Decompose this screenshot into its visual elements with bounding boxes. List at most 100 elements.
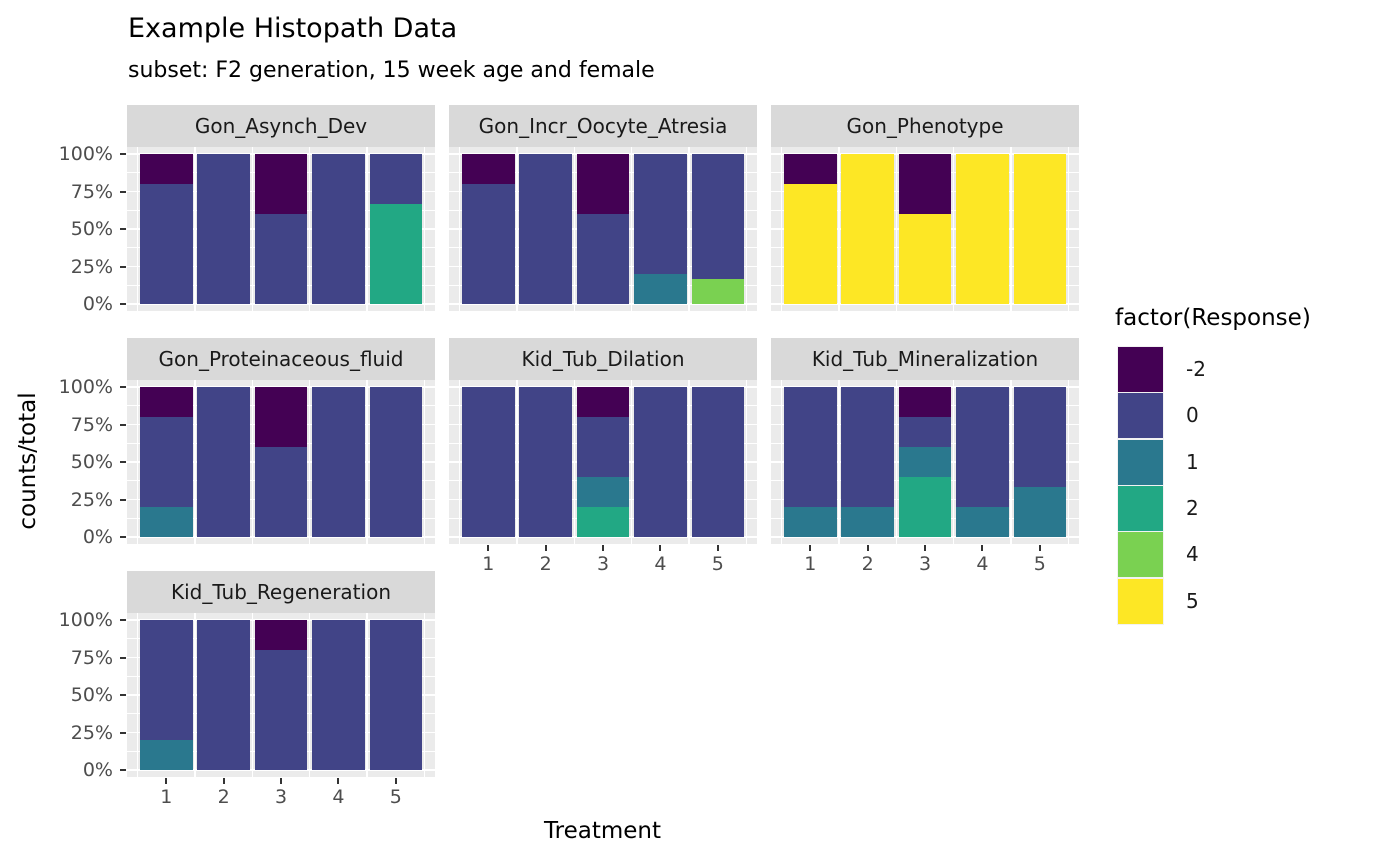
x-tick-mark: [981, 545, 984, 551]
gridline-minor-v: [780, 380, 783, 544]
bar-segment: [519, 387, 572, 537]
legend-swatch: [1118, 532, 1163, 578]
gridline-minor-v: [194, 613, 196, 777]
y-tick-mark: [120, 694, 126, 696]
y-tick-label: 25%: [70, 721, 113, 744]
gridline-minor-v: [251, 147, 253, 311]
y-tick-label: 0%: [82, 526, 113, 548]
facet-strip: Kid_Tub_Mineralization: [771, 338, 1079, 380]
gridline-minor-v: [423, 613, 426, 777]
facet-strip: Gon_Asynch_Dev: [127, 105, 435, 147]
legend-swatch: [1118, 347, 1163, 392]
bar-segment: [898, 447, 952, 477]
facet-panel: [449, 380, 757, 544]
x-tick-label: 1: [160, 786, 173, 808]
gridline-minor-v: [631, 147, 633, 311]
x-tick-label: 3: [918, 553, 932, 575]
x-tick-label: 4: [332, 786, 345, 808]
bar: [369, 154, 422, 304]
bar: [519, 154, 572, 304]
bar-segment: [140, 740, 193, 770]
gridline-minor-v: [745, 147, 748, 311]
gridline-major-h: [127, 536, 435, 538]
gridline-minor-v: [423, 147, 426, 311]
bar-segment: [462, 154, 515, 184]
facet-panel: [771, 380, 1079, 544]
bar-segment: [898, 387, 952, 417]
bar-segment: [784, 184, 837, 304]
x-tick-mark: [1038, 545, 1041, 551]
bar-segment: [312, 154, 365, 304]
x-tick-label: 4: [654, 553, 667, 575]
facet-strip: Gon_Proteinaceous_fluid: [127, 338, 435, 380]
bar-segment: [197, 154, 250, 304]
bar-segment: [254, 620, 308, 650]
gridline-minor-v: [516, 147, 518, 311]
bar-segment: [369, 154, 422, 204]
bar: [312, 154, 365, 304]
y-tick-mark: [120, 656, 126, 659]
gridline-minor-v: [516, 380, 518, 544]
x-tick-label: 2: [217, 786, 230, 808]
bar: [691, 387, 744, 537]
gridline-minor-v: [136, 380, 139, 544]
bar: [576, 154, 630, 304]
gridline-minor-v: [366, 380, 368, 544]
facet-title: Kid_Tub_Dilation: [521, 347, 685, 371]
bar-segment: [898, 214, 952, 304]
bar-segment: [956, 154, 1009, 304]
y-tick-label: 100%: [58, 143, 113, 165]
legend-label: 2: [1186, 495, 1199, 520]
gridline-minor-v: [780, 147, 783, 311]
y-tick-mark: [120, 619, 126, 621]
bar-segment: [784, 507, 837, 537]
bar-segment: [634, 387, 687, 537]
bar-segment: [841, 387, 894, 507]
bar-segment: [784, 387, 837, 507]
x-tick-mark: [716, 545, 719, 551]
bar: [462, 154, 515, 304]
facet-title: Gon_Proteinaceous_fluid: [158, 347, 404, 371]
plot-subtitle: subset: F2 generation, 15 week age and f…: [128, 58, 655, 83]
bar-segment: [1013, 487, 1066, 537]
legend-item: -2: [1118, 347, 1368, 392]
bar: [254, 154, 308, 304]
x-tick-mark: [809, 545, 812, 551]
bar: [197, 387, 250, 537]
gridline-minor-v: [309, 380, 311, 544]
legend-swatch: [1118, 485, 1163, 531]
legend-item: 0: [1118, 393, 1368, 439]
legend-item: 4: [1118, 532, 1368, 578]
gridline-minor-v: [366, 147, 368, 311]
bar: [691, 154, 744, 304]
gridline-minor-v: [194, 380, 196, 544]
x-axis-title: Treatment: [543, 818, 662, 844]
gridline-minor-v: [458, 380, 461, 544]
facet-strip: Kid_Tub_Regeneration: [127, 571, 435, 613]
x-tick-mark: [602, 545, 604, 551]
x-tick-label: 3: [274, 786, 288, 808]
legend-title: factor(Response): [1115, 305, 1311, 331]
x-tick-mark: [659, 545, 662, 551]
x-tick-label: 1: [804, 553, 817, 575]
facet-panel: [771, 147, 1079, 311]
facet-strip: Gon_Incr_Oocyte_Atresia: [449, 105, 757, 147]
bar: [254, 387, 308, 537]
bar-segment: [956, 507, 1009, 537]
bar: [576, 387, 630, 537]
bar-segment: [140, 387, 193, 417]
x-tick-label: 5: [389, 786, 402, 808]
bar: [634, 154, 687, 304]
x-tick-label: 3: [596, 553, 610, 575]
facet-title: Gon_Incr_Oocyte_Atresia: [478, 114, 728, 138]
bar: [140, 154, 193, 304]
bar: [369, 620, 422, 770]
gridline-minor-v: [631, 380, 633, 544]
plot-title: Example Histopath Data: [128, 13, 458, 44]
bar-segment: [369, 387, 422, 537]
y-tick-mark: [120, 731, 126, 734]
bar-segment: [254, 387, 308, 447]
bar-segment: [197, 387, 250, 537]
bar-segment: [576, 417, 630, 477]
bar-segment: [140, 417, 193, 507]
